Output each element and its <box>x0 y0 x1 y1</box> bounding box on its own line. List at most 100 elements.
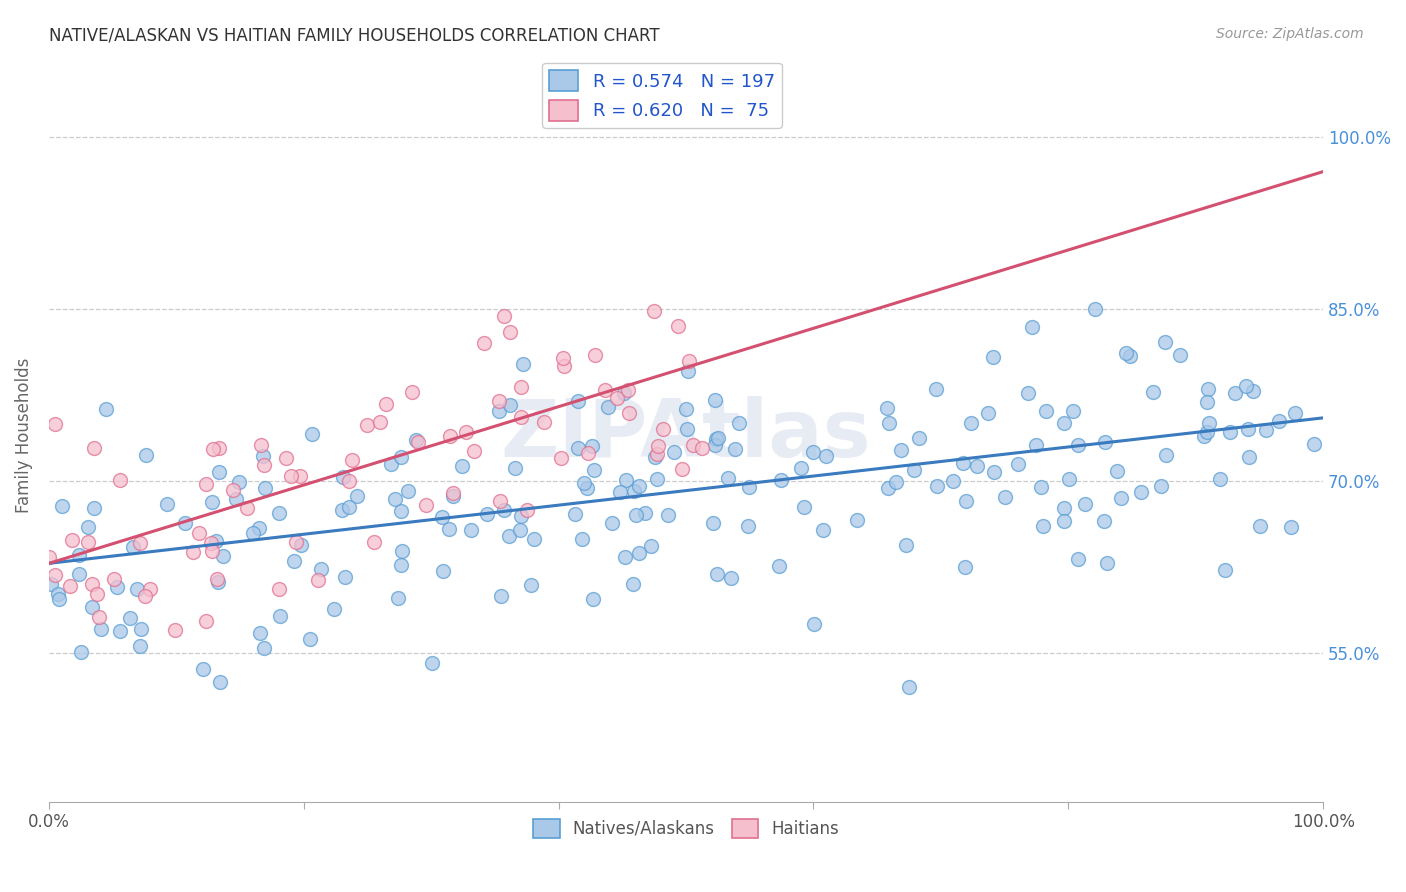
Point <box>472 336 495 351</box>
Point <box>389 504 412 518</box>
Point <box>1021 320 1043 334</box>
Point <box>337 500 360 514</box>
Point <box>475 507 498 521</box>
Point <box>276 450 298 465</box>
Point <box>675 402 697 417</box>
Point <box>1150 479 1173 493</box>
Point <box>1017 386 1039 401</box>
Point <box>1198 417 1220 431</box>
Point <box>80 600 103 615</box>
Point <box>432 564 454 578</box>
Text: NATIVE/ALASKAN VS HAITIAN FAMILY HOUSEHOLDS CORRELATION CHART: NATIVE/ALASKAN VS HAITIAN FAMILY HOUSEHO… <box>49 27 659 45</box>
Point <box>191 661 214 675</box>
Point <box>600 516 623 531</box>
Point <box>1067 437 1090 451</box>
Point <box>955 493 977 508</box>
Point <box>509 523 531 537</box>
Point <box>582 591 605 606</box>
Point <box>596 400 619 414</box>
Point <box>706 566 728 581</box>
Point <box>704 392 727 407</box>
Point <box>94 401 117 416</box>
Point <box>228 475 250 489</box>
Point <box>441 486 464 500</box>
Point <box>877 481 900 495</box>
Point <box>44 417 66 431</box>
Point <box>925 382 948 396</box>
Point <box>533 415 555 429</box>
Point <box>201 442 224 456</box>
Point <box>704 433 727 447</box>
Text: ZIPAtlas: ZIPAtlas <box>501 396 872 474</box>
Point <box>1057 472 1080 486</box>
Point <box>1241 384 1264 398</box>
Point <box>346 489 368 503</box>
Point <box>1197 425 1219 439</box>
Point <box>488 404 510 418</box>
Point <box>664 444 686 458</box>
Point <box>498 529 520 543</box>
Point <box>1053 416 1076 430</box>
Point <box>890 442 912 457</box>
Point <box>67 548 90 562</box>
Point <box>432 510 454 524</box>
Point <box>952 456 974 470</box>
Y-axis label: Family Households: Family Households <box>15 358 32 513</box>
Point <box>571 532 593 546</box>
Point <box>1219 425 1241 439</box>
Point <box>118 610 141 624</box>
Point <box>617 406 640 420</box>
Point <box>564 508 586 522</box>
Point <box>942 474 965 488</box>
Point <box>401 385 423 400</box>
Point <box>380 458 402 472</box>
Point <box>645 447 668 461</box>
Point <box>614 474 637 488</box>
Point <box>793 500 815 514</box>
Point <box>724 442 747 456</box>
Point <box>509 380 531 394</box>
Point <box>492 309 515 323</box>
Point <box>994 491 1017 505</box>
Point <box>375 396 398 410</box>
Point <box>1197 394 1219 409</box>
Point <box>1256 423 1278 437</box>
Point <box>583 348 606 362</box>
Point <box>690 441 713 455</box>
Point <box>60 533 83 548</box>
Point <box>1267 414 1289 428</box>
Point <box>67 566 90 581</box>
Point <box>1105 464 1128 478</box>
Point <box>105 580 128 594</box>
Point <box>201 495 224 509</box>
Point <box>242 525 264 540</box>
Point <box>307 573 329 587</box>
Point <box>1237 450 1260 464</box>
Point <box>406 434 429 449</box>
Point <box>1053 514 1076 528</box>
Point <box>959 416 981 430</box>
Point <box>135 448 157 462</box>
Point <box>269 582 291 596</box>
Point <box>1032 519 1054 533</box>
Point <box>387 591 409 605</box>
Point <box>332 470 354 484</box>
Point <box>627 545 650 559</box>
Point <box>645 472 668 486</box>
Point <box>252 449 274 463</box>
Point <box>460 523 482 537</box>
Point <box>405 434 427 448</box>
Point <box>389 558 412 572</box>
Point <box>298 632 321 646</box>
Point <box>1192 428 1215 442</box>
Point <box>200 536 222 550</box>
Point <box>108 624 131 638</box>
Point <box>614 550 637 565</box>
Point <box>640 539 662 553</box>
Point <box>876 401 898 415</box>
Point <box>127 582 149 596</box>
Point <box>290 469 312 483</box>
Point <box>1208 471 1230 485</box>
Point <box>609 485 631 500</box>
Point <box>420 656 443 670</box>
